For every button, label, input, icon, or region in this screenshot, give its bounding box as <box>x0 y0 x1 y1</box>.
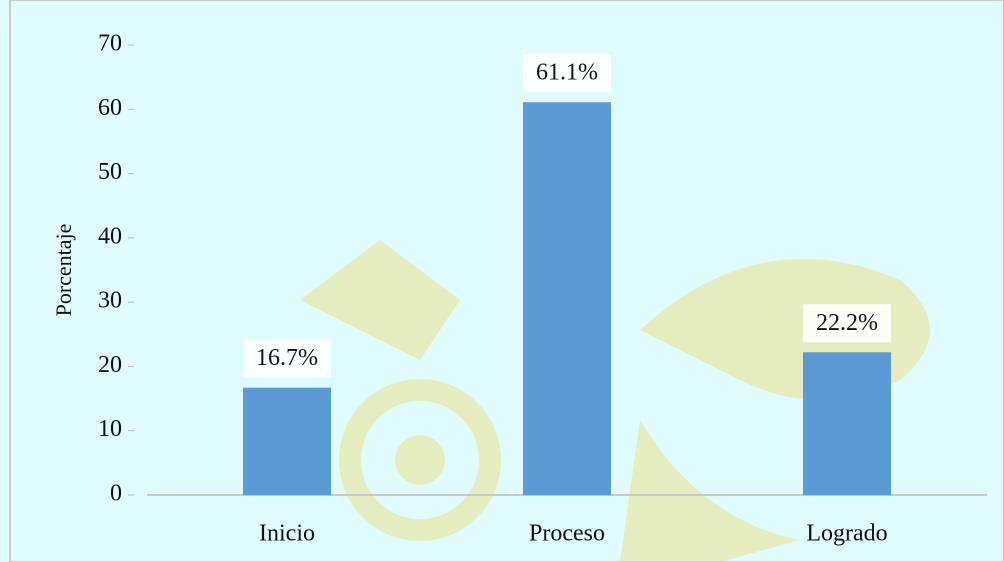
x-tick-label: Inicio <box>259 521 315 547</box>
y-tick-label: 60 <box>98 95 122 121</box>
y-tick-label: 50 <box>98 159 122 185</box>
y-tick-label: 0 <box>110 481 122 507</box>
bar <box>243 387 331 495</box>
y-tick-label: 70 <box>98 31 122 57</box>
y-axis-label: Porcentaje <box>51 224 76 317</box>
x-tick-label: Logrado <box>806 521 887 547</box>
frame <box>9 0 1004 562</box>
value-label-bg <box>803 304 891 343</box>
value-label: 22.2% <box>816 310 878 336</box>
y-tick-label: 10 <box>98 416 122 442</box>
y-tick-label: 20 <box>98 352 122 378</box>
y-tick-label: 30 <box>98 288 122 314</box>
watermark <box>300 240 930 562</box>
bar <box>803 352 891 495</box>
bar <box>523 102 611 495</box>
y-tick-label: 40 <box>98 223 122 249</box>
value-label-bg <box>243 339 331 378</box>
x-tick-label: Proceso <box>529 521 605 547</box>
value-label-bg <box>523 54 611 93</box>
value-label: 16.7% <box>256 345 318 371</box>
value-label: 61.1% <box>536 60 598 86</box>
